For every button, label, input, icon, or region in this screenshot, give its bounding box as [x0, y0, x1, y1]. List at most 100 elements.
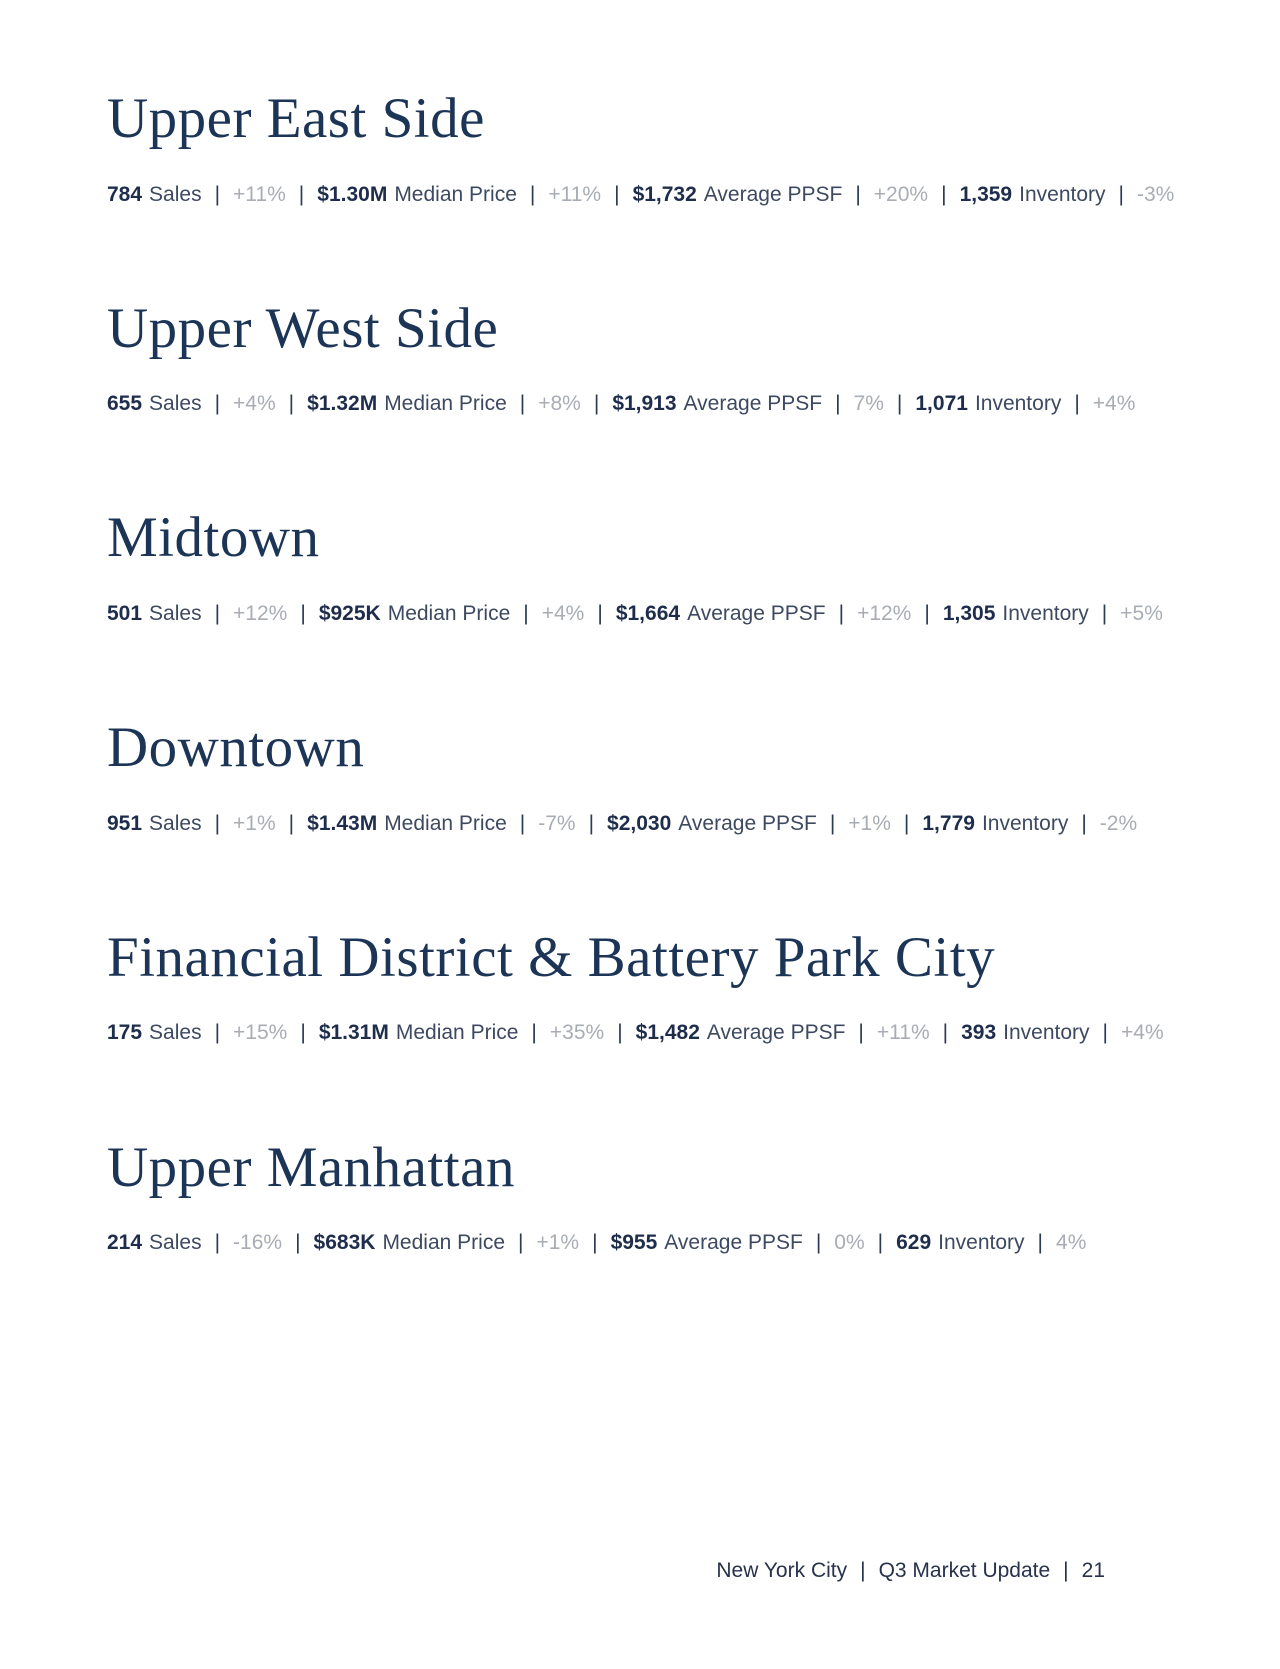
stat-separator: | — [1102, 1021, 1109, 1045]
stat-change: +11% — [233, 182, 286, 206]
stat-separator: | — [300, 1021, 306, 1045]
stat-label: Inventory — [1003, 1021, 1090, 1045]
stat-value: 393 — [961, 1021, 997, 1045]
stat-separator: | — [298, 182, 305, 206]
stat-label: Sales — [149, 1231, 202, 1255]
stats-line: 501 Sales | +12% | $925K Median Price | +4% | $1,6… — [107, 601, 1163, 626]
stat-value: 1,071 — [915, 392, 968, 416]
stat-label: Inventory — [938, 1231, 1025, 1255]
stat-separator: | — [214, 602, 221, 626]
stat-separator: | — [614, 182, 620, 206]
stat-value: $1.30M — [317, 182, 388, 206]
section-downtown: Downtown 951 Sales | +1% | $1.43M Median Price… — [107, 716, 1137, 836]
stat-label: Median Price — [387, 602, 511, 626]
stat-change: -2% — [1099, 811, 1138, 835]
footer-page-number: 21 — [1081, 1559, 1105, 1582]
stat-separator: | — [531, 1021, 537, 1045]
section-title: Financial District & Battery Park City — [107, 925, 996, 989]
stats-line: 951 Sales | +1% | $1.43M Median Price | -7% | $2,0… — [107, 811, 1137, 836]
section-upper-manhattan: Upper Manhattan 214 Sales | -16% | $683K Media… — [107, 1137, 1110, 1256]
stat-change: +35% — [549, 1021, 605, 1045]
stat-label: Average PPSF — [706, 1021, 846, 1045]
stat-label: Inventory — [1019, 182, 1106, 206]
stat-change: +11% — [876, 1021, 930, 1045]
stat-value: 1,359 — [959, 182, 1013, 206]
stat-value: $683K — [313, 1231, 376, 1255]
stat-value: 629 — [896, 1231, 932, 1255]
stat-value: $2,030 — [607, 811, 672, 835]
stat-separator: | — [858, 1021, 864, 1045]
stat-change: -16% — [233, 1231, 283, 1255]
section-title: Upper West Side — [107, 296, 499, 360]
stat-separator: | — [519, 811, 526, 835]
stat-value: $1.43M — [307, 811, 378, 835]
stat-separator: | — [941, 182, 947, 206]
stat-change: 7% — [853, 392, 884, 416]
stat-separator: | — [288, 811, 295, 835]
stat-label: Inventory — [1002, 602, 1089, 626]
stat-separator: | — [829, 811, 836, 835]
stat-separator: | — [592, 1231, 598, 1255]
stat-separator: | — [1074, 392, 1080, 416]
stat-separator: | — [1081, 811, 1087, 835]
section-upper-east-side: Upper East Side 784 Sales | +11% | $1.30M Medi… — [107, 87, 1174, 207]
stat-label: Sales — [149, 602, 202, 626]
stat-separator: | — [214, 182, 221, 206]
stat-label: Median Price — [382, 1231, 505, 1255]
stat-label: Average PPSF — [664, 1231, 803, 1255]
stat-separator: | — [855, 182, 861, 206]
stat-label: Sales — [149, 182, 202, 206]
stat-separator: | — [896, 392, 903, 416]
stat-separator: | — [529, 182, 536, 206]
stat-change: +4% — [1121, 1021, 1164, 1045]
stat-value: $1,732 — [632, 182, 697, 206]
footer-separator: | — [1063, 1559, 1069, 1582]
stat-separator: | — [835, 392, 841, 416]
stats-line: 175 Sales | +15% | $1.31M Median Price | +35% | $1… — [107, 1020, 1164, 1045]
stat-label: Median Price — [395, 1021, 519, 1045]
stat-change: +4% — [1092, 392, 1136, 416]
stat-separator: | — [588, 811, 595, 835]
stat-separator: | — [903, 811, 910, 835]
stat-change: +12% — [233, 602, 288, 626]
stat-separator: | — [597, 602, 603, 626]
stat-change: +20% — [873, 182, 929, 206]
stat-change: +12% — [857, 602, 912, 626]
stat-separator: | — [1101, 602, 1108, 626]
stat-separator: | — [838, 602, 845, 626]
stat-change: +4% — [541, 602, 585, 626]
stat-label: Sales — [149, 1021, 202, 1045]
stat-separator: | — [1037, 1231, 1044, 1255]
stat-value: $1.32M — [307, 392, 378, 416]
stat-value: 175 — [107, 1021, 143, 1045]
stat-change: +1% — [233, 811, 276, 835]
stat-label: Inventory — [974, 392, 1062, 416]
stat-value: $955 — [610, 1231, 658, 1255]
stat-value: 214 — [107, 1231, 143, 1255]
section-title: Upper Manhattan — [107, 1135, 515, 1199]
stat-separator: | — [214, 1231, 221, 1255]
stats-line: 214 Sales | -16% | $683K Median Price | +1% | $955… — [107, 1230, 1110, 1255]
stat-label: Average PPSF — [683, 392, 823, 416]
stat-label: Median Price — [394, 182, 517, 206]
stat-change: +15% — [233, 1021, 288, 1045]
stat-change: 4% — [1056, 1231, 1087, 1255]
stats-line: 655 Sales | +4% | $1.32M Median Price | +8% | $1,9… — [107, 391, 1135, 416]
stat-label: Average PPSF — [703, 182, 843, 206]
stat-label: Average PPSF — [678, 811, 817, 835]
stats-line: 784 Sales | +11% | $1.30M Median Price | +11% | $1… — [107, 182, 1174, 207]
stat-separator: | — [1118, 182, 1124, 206]
stat-value: 1,779 — [922, 811, 975, 835]
page-footer: New York City | Q3 Market Update | 21 — [716, 1559, 1105, 1583]
stat-separator: | — [300, 602, 306, 626]
stat-separator: | — [214, 811, 221, 835]
stat-value: 1,305 — [942, 602, 996, 626]
stat-separator: | — [519, 392, 526, 416]
section-title: Upper East Side — [107, 87, 485, 150]
section-title: Downtown — [107, 716, 365, 780]
stat-change: +4% — [233, 392, 276, 416]
stat-value: 655 — [107, 392, 143, 416]
stat-separator: | — [523, 602, 529, 626]
stat-value: $1,482 — [635, 1021, 700, 1045]
